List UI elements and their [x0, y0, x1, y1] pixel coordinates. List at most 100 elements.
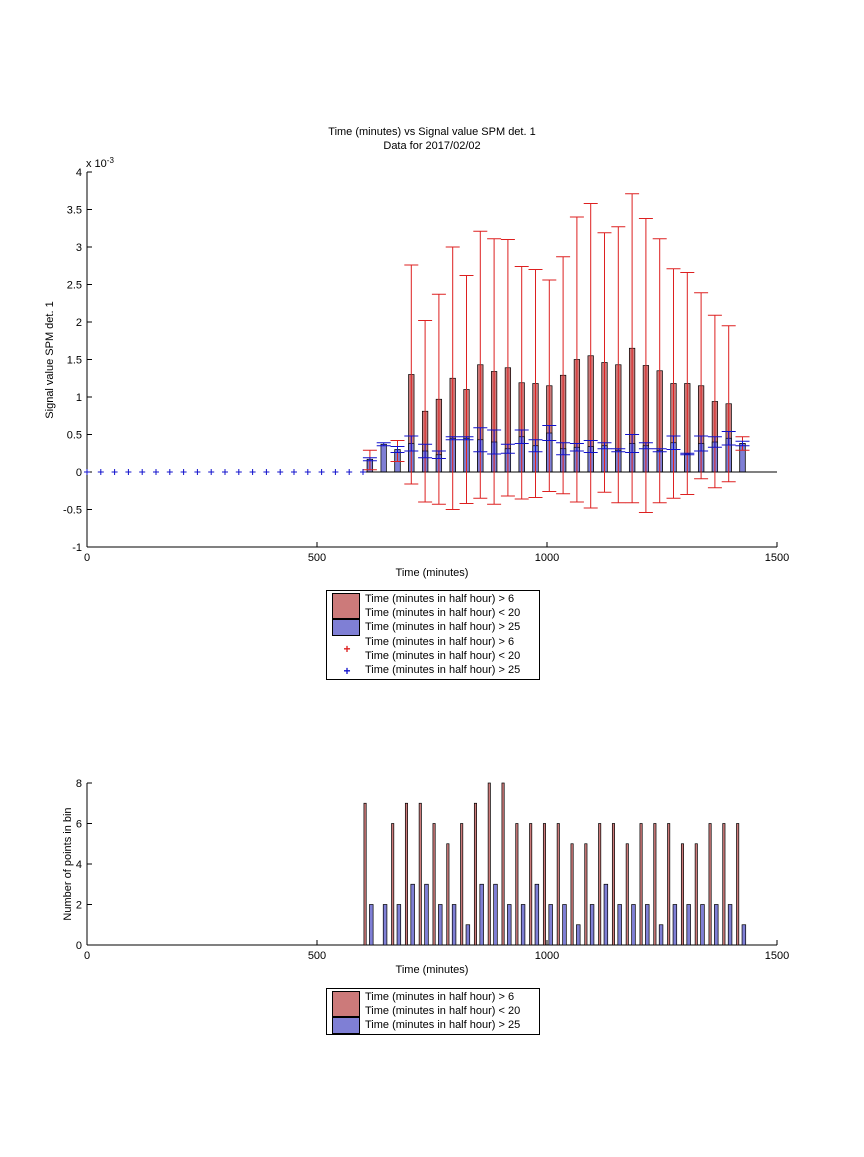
- y-tick-label: 6: [76, 819, 82, 831]
- blue-error-bar: [487, 429, 502, 455]
- blue-count-bar: [465, 924, 471, 946]
- blue-error-bar: [583, 440, 598, 453]
- red-error-bar: [583, 203, 598, 509]
- red-error-bar: [556, 256, 571, 495]
- blue-zero-marker: [304, 469, 311, 475]
- y-tick-label: -0.5: [63, 505, 82, 517]
- red-count-bar: [391, 823, 395, 946]
- legend-entry: Time (minutes in half hour) > 25: [365, 664, 521, 676]
- red-count-bar: [501, 782, 505, 946]
- top-chart-multiplier-base: x 10: [86, 158, 107, 170]
- legend-entry: Time (minutes in half hour) > 6: [365, 991, 515, 1003]
- bottom-chart-legend: Time (minutes in half hour) > 6 Time (mi…: [326, 988, 540, 1035]
- blue-count-bar: [520, 904, 526, 946]
- blue-count-bar: [451, 904, 457, 946]
- legend-entry: Time (minutes in half hour) < 20: [365, 650, 521, 662]
- red-error-bar: [528, 269, 543, 498]
- red-count-bar: [418, 802, 422, 946]
- red-error-bar: [473, 230, 488, 499]
- blue-zero-marker: [360, 469, 366, 475]
- legend-red-plus-marker: +: [343, 642, 351, 656]
- blue-error-bar: [542, 425, 557, 441]
- red-count-bar: [515, 823, 519, 946]
- legend-blue-swatch: [332, 1017, 360, 1034]
- red-count-bar: [446, 843, 450, 946]
- red-error-bar: [431, 293, 446, 505]
- legend-blue-plus-marker: +: [343, 664, 351, 678]
- x-tick-label: 1000: [535, 950, 559, 962]
- red-error-bar: [418, 320, 433, 503]
- red-count-bar: [404, 802, 408, 946]
- x-tick-label: 1500: [765, 950, 789, 962]
- red-count-bar: [570, 843, 574, 946]
- blue-count-bar: [438, 904, 443, 946]
- legend-red-swatch: [332, 593, 360, 619]
- blue-count-bar: [617, 904, 622, 946]
- blue-error-bar: [611, 448, 626, 453]
- red-error-bar: [459, 275, 474, 504]
- blue-bar: [380, 443, 387, 473]
- red-count-bar: [598, 823, 602, 946]
- red-error-bar: [652, 238, 667, 504]
- blue-zero-marker: [166, 469, 173, 475]
- blue-zero-marker: [194, 469, 201, 475]
- top-chart-xlabel: Time (minutes): [396, 567, 469, 579]
- legend-entry: Time (minutes in half hour) < 20: [365, 607, 521, 619]
- blue-count-bar: [672, 904, 678, 946]
- blue-count-bar: [507, 904, 512, 946]
- y-tick-label: 2: [76, 900, 82, 912]
- blue-error-bar: [376, 442, 391, 447]
- blue-error-bar: [666, 435, 681, 450]
- red-error-bar: [445, 246, 460, 510]
- red-count-bar: [736, 823, 740, 946]
- red-error-bar: [721, 325, 736, 483]
- blue-count-bar: [382, 904, 388, 946]
- blue-error-bar: [362, 457, 377, 462]
- blue-error-bar: [625, 434, 640, 453]
- red-error-bar: [569, 216, 584, 503]
- y-tick-label: 3: [76, 242, 82, 254]
- red-count-bar: [694, 843, 698, 946]
- legend-red-swatch: [332, 991, 360, 1017]
- blue-count-bar: [410, 883, 415, 946]
- blue-zero-marker: [111, 469, 118, 475]
- blue-error-bar: [473, 427, 488, 453]
- blue-count-bar: [424, 883, 429, 946]
- x-tick-label: 0: [84, 552, 90, 564]
- blue-error-bar: [680, 452, 695, 456]
- red-count-bar: [473, 802, 477, 946]
- blue-count-bar: [479, 883, 484, 946]
- bottom-chart-ylabel: Number of points in bin: [62, 807, 74, 920]
- bottom-plot-area: 0 500 1000 1500 0 2 4 6 8: [76, 778, 789, 962]
- blue-error-bar: [638, 442, 653, 450]
- blue-error-bar: [514, 429, 529, 444]
- blue-zero-marker: [222, 469, 228, 475]
- red-error-bar: [638, 218, 653, 513]
- blue-count-bar: [741, 924, 747, 946]
- y-tick-label: 4: [76, 859, 82, 871]
- blue-error-bar: [404, 435, 419, 452]
- legend-entry: Time (minutes in half hour) > 6: [365, 636, 515, 648]
- red-error-bar: [514, 266, 529, 500]
- legend-entry: Time (minutes in half hour) > 25: [365, 1019, 521, 1031]
- red-error-bar: [542, 279, 557, 492]
- red-count-bar: [680, 843, 684, 946]
- legend-blue-swatch: [332, 619, 360, 636]
- red-count-bar: [708, 823, 712, 946]
- blue-count-bar: [589, 904, 595, 946]
- blue-error-bar: [556, 442, 571, 456]
- blue-count-bar: [631, 904, 636, 946]
- blue-zero-marker: [291, 469, 297, 475]
- blue-zero-marker: [84, 469, 90, 475]
- blue-zero-marker: [208, 469, 215, 475]
- blue-zero-marker: [263, 469, 270, 475]
- red-count-bar: [625, 843, 629, 946]
- blue-zero-marker: [139, 469, 146, 475]
- red-error-bar: [597, 232, 612, 493]
- blue-zero-marker: [97, 469, 104, 475]
- top-plot-area: 0 500 1000 1500 -1 -0.5 0 0.5 1 1.5 2 2.5 3 3.5 4: [63, 167, 789, 564]
- blue-count-bar: [645, 904, 650, 946]
- blue-count-bar: [714, 904, 719, 946]
